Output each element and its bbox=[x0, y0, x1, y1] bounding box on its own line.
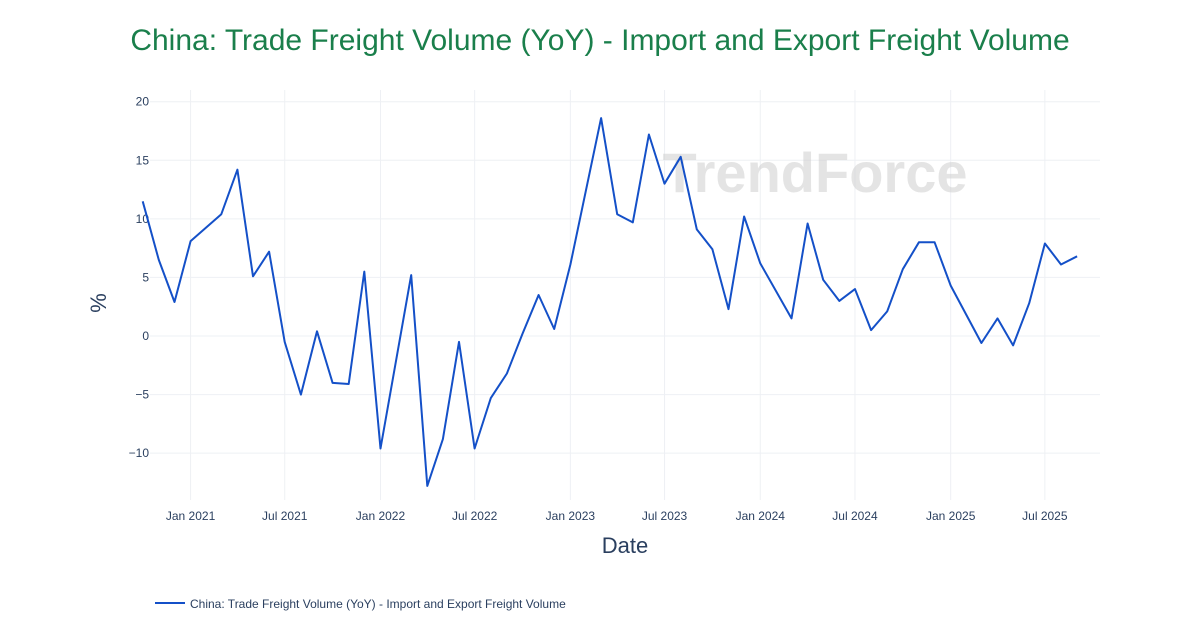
y-tick-label: −10 bbox=[129, 446, 150, 460]
legend: China: Trade Freight Volume (YoY) - Impo… bbox=[155, 597, 566, 611]
y-tick-label: 20 bbox=[136, 95, 150, 109]
y-axis-title: % bbox=[86, 293, 111, 313]
x-tick-label: Jul 2024 bbox=[832, 509, 878, 523]
x-tick-label: Jan 2021 bbox=[166, 509, 216, 523]
y-tick-label: −5 bbox=[135, 388, 149, 402]
x-tick-label: Jan 2024 bbox=[736, 509, 786, 523]
x-tick-label: Jan 2023 bbox=[546, 509, 596, 523]
x-tick-label: Jan 2025 bbox=[926, 509, 976, 523]
x-tick-label: Jul 2025 bbox=[1022, 509, 1068, 523]
x-tick-label: Jul 2021 bbox=[262, 509, 308, 523]
legend-label: China: Trade Freight Volume (YoY) - Impo… bbox=[190, 597, 566, 611]
x-tick-label: Jul 2022 bbox=[452, 509, 498, 523]
series-line bbox=[141, 117, 1078, 487]
y-tick-label: 5 bbox=[142, 270, 149, 284]
x-axis: Jan 2021 Jul 2021 Jan 2022 Jul 2022 Jan 2023… bbox=[166, 509, 1068, 523]
chart-title: China: Trade Freight Volume (YoY) - Impo… bbox=[130, 24, 1069, 57]
y-tick-label: 0 bbox=[142, 329, 149, 343]
watermark-logo: TrendForce bbox=[663, 141, 968, 204]
y-tick-label: 15 bbox=[136, 153, 150, 167]
x-tick-label: Jan 2022 bbox=[356, 509, 406, 523]
x-tick-label: Jul 2023 bbox=[642, 509, 688, 523]
gridlines bbox=[150, 90, 1100, 500]
x-axis-title: Date bbox=[602, 533, 648, 558]
